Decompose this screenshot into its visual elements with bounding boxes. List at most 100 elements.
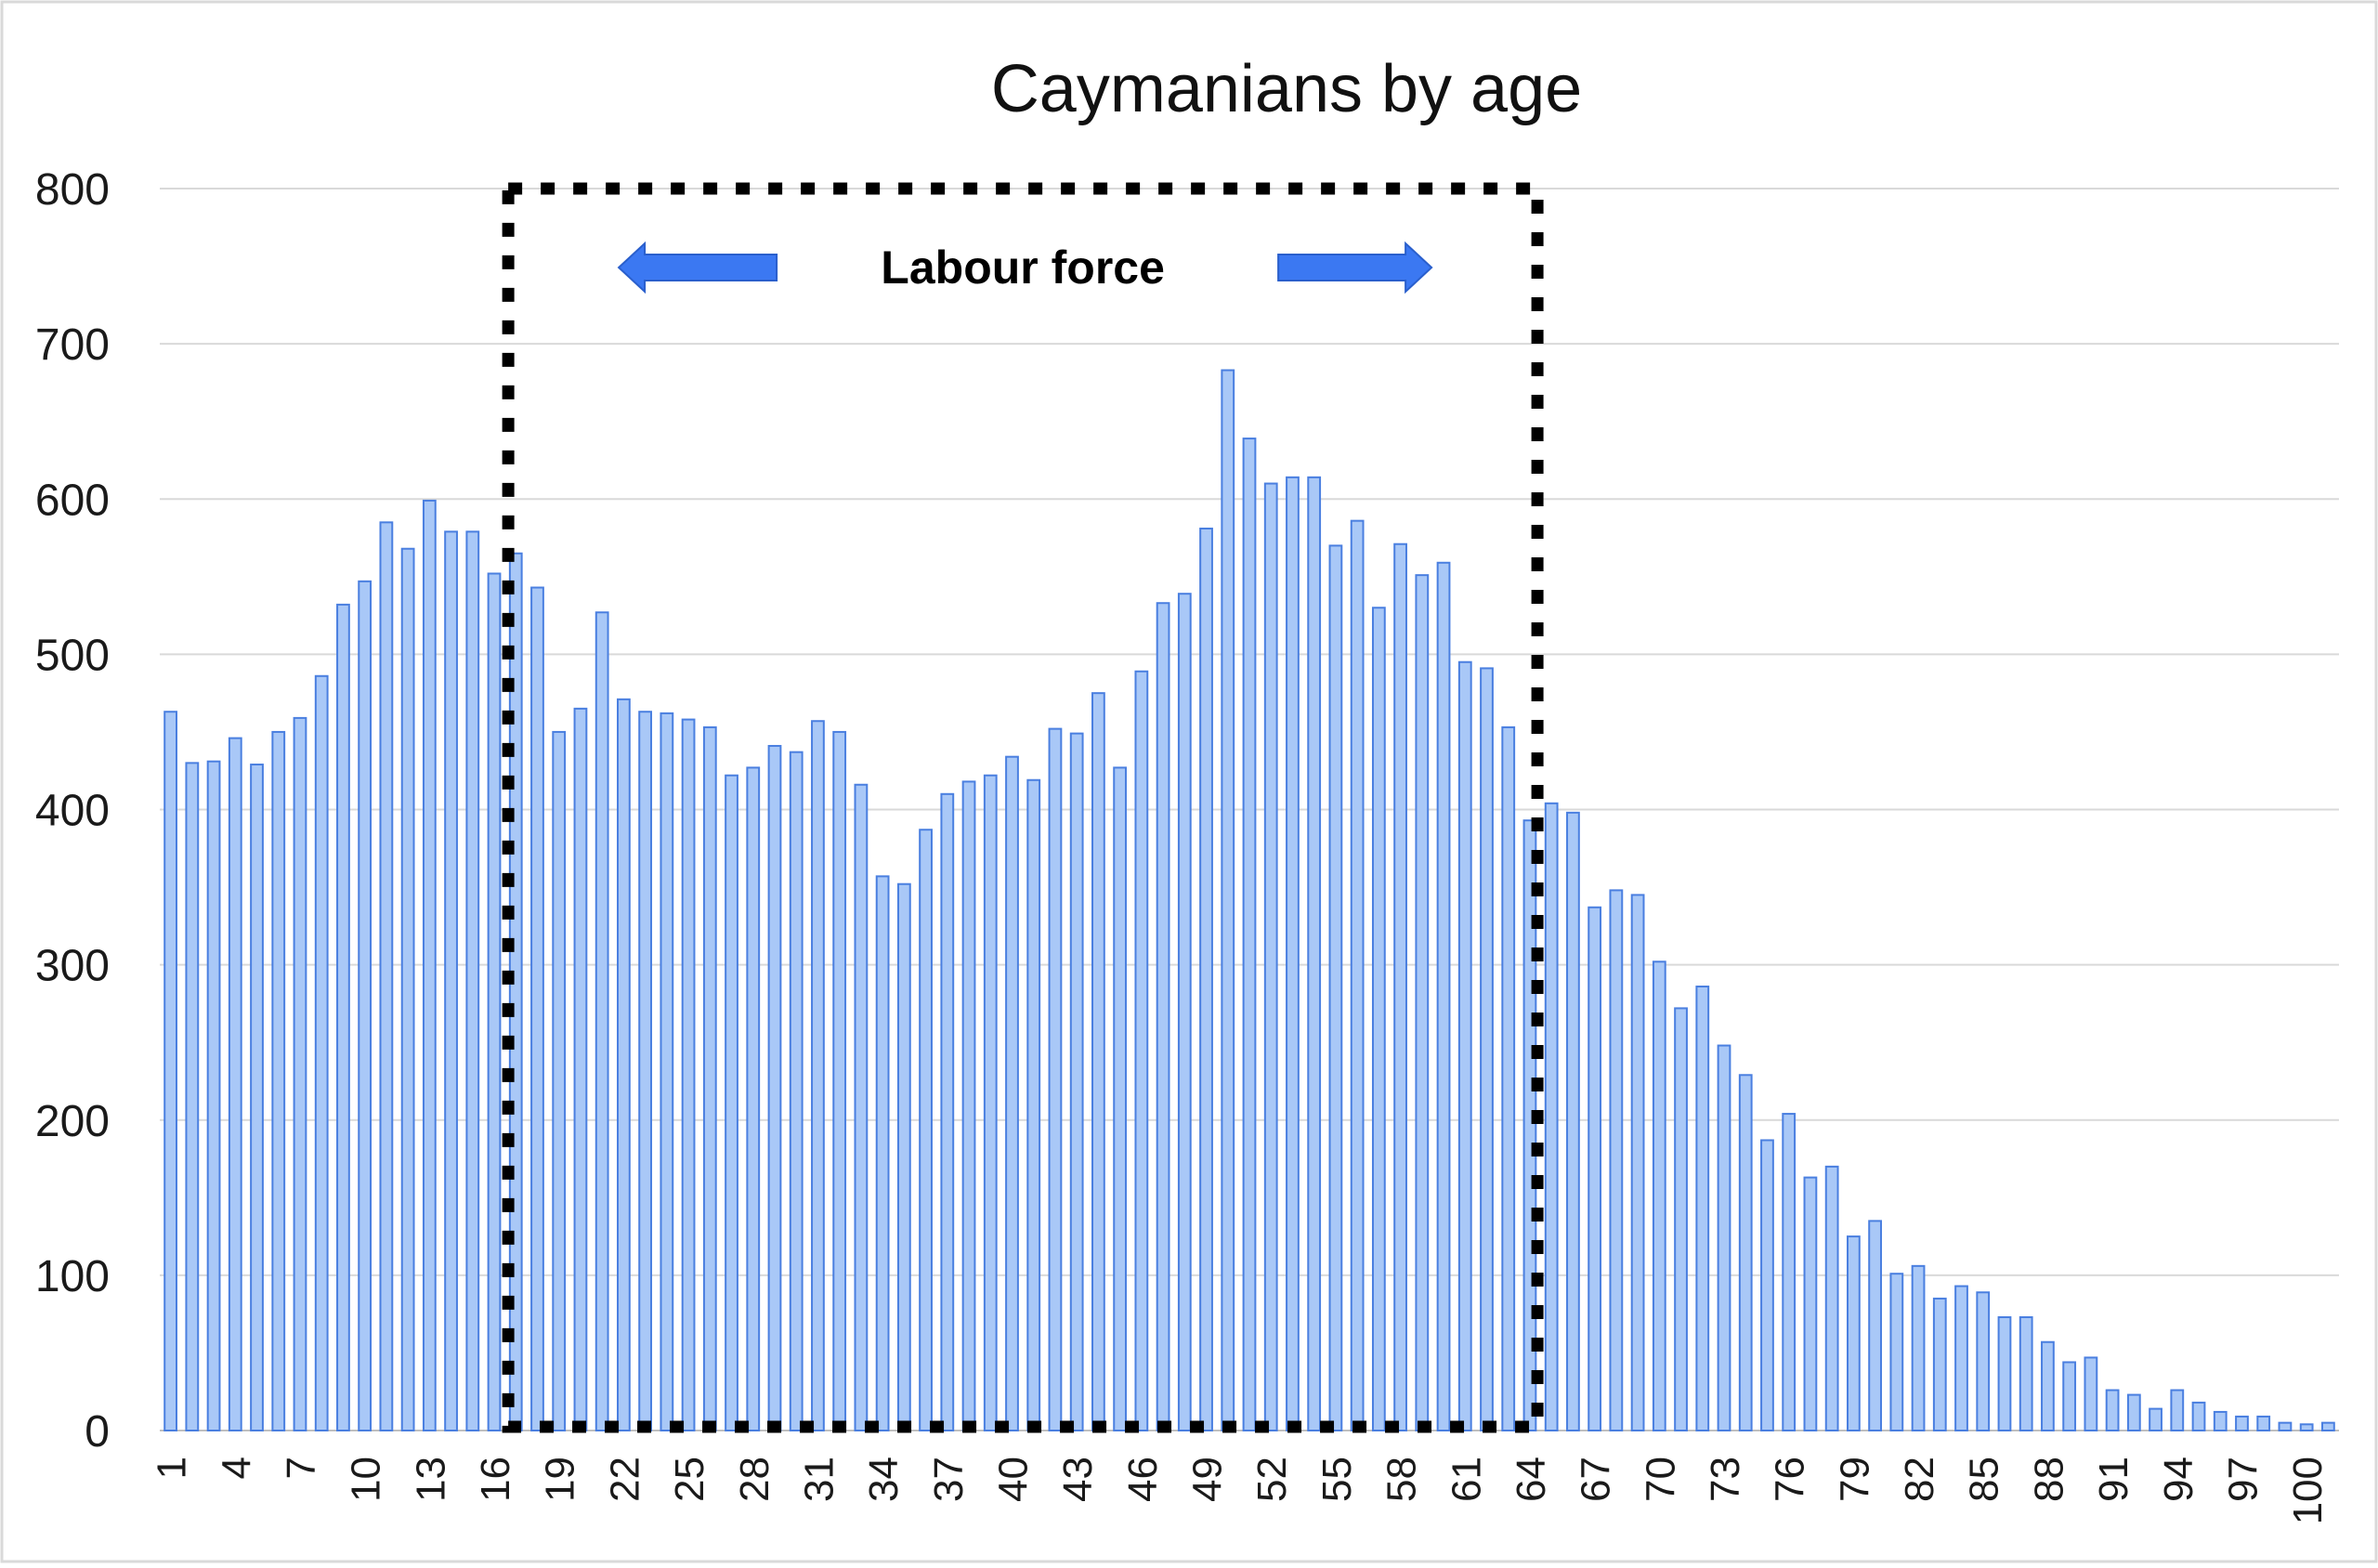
y-tick-label: 100 (35, 1252, 110, 1301)
left-arrow-icon (617, 241, 778, 294)
bar (1846, 1235, 1861, 1431)
x-tick-label: 67 (1574, 1457, 1619, 1502)
x-tick-label: 52 (1249, 1457, 1295, 1502)
x-tick-label: 55 (1314, 1457, 1360, 1502)
bar (1263, 482, 1278, 1431)
bar (1069, 732, 1084, 1431)
bar (594, 611, 609, 1431)
bar (1199, 528, 1213, 1431)
x-tick-label: 85 (1962, 1457, 2007, 1502)
bar (1242, 438, 1257, 1431)
bar (530, 586, 544, 1431)
bars (163, 369, 2335, 1432)
x-tick-label: 76 (1768, 1457, 1813, 1502)
bar (1286, 476, 1300, 1431)
x-tick-label: 79 (1832, 1457, 1877, 1502)
x-tick-label: 10 (344, 1457, 389, 1502)
x-tick-label: 34 (861, 1457, 907, 1502)
x-tick-label: 58 (1379, 1457, 1425, 1502)
bar (1221, 369, 1235, 1431)
annotation-layer: Labour force (502, 182, 1544, 1433)
x-tick-label: 91 (2091, 1457, 2136, 1502)
y-tick-label: 500 (35, 631, 110, 680)
right-arrow-icon (1277, 241, 1433, 294)
bar (660, 712, 674, 1431)
labour-force-label: Labour force (881, 242, 1165, 294)
x-tick-label: 73 (1703, 1457, 1748, 1502)
x-tick-label: 82 (1897, 1457, 1942, 1502)
bar (400, 547, 415, 1431)
x-axis: 1 4 7 10 13 16 19 22 25 28 31 34 37 40 43 46 49 52 55 58 61 6… (150, 1457, 2332, 1524)
bar (617, 698, 631, 1431)
bar (444, 530, 458, 1431)
y-tick-label: 400 (35, 787, 110, 836)
bar (1889, 1273, 1904, 1431)
bar (2041, 1340, 2055, 1432)
bar (919, 829, 933, 1431)
bar (854, 783, 869, 1431)
x-tick-label: 64 (1509, 1457, 1554, 1502)
bar (2278, 1421, 2293, 1432)
bar (1048, 727, 1063, 1431)
bar (422, 499, 437, 1431)
bar (1954, 1285, 1968, 1431)
bar (746, 766, 761, 1431)
bar (1911, 1264, 1926, 1432)
bar (1415, 574, 1430, 1431)
x-tick-label: 49 (1185, 1457, 1231, 1502)
x-tick-label: 88 (2026, 1457, 2071, 1502)
x-tick-label: 22 (602, 1457, 647, 1502)
bar (1609, 889, 1624, 1431)
bar (250, 764, 264, 1431)
x-tick-label: 1 (150, 1457, 195, 1479)
bar (465, 530, 480, 1431)
bar (552, 730, 567, 1431)
bar (1997, 1315, 2012, 1432)
y-tick-label: 600 (35, 476, 110, 525)
bar (2320, 1421, 2335, 1432)
x-tick-label: 7 (279, 1457, 324, 1479)
bar (2191, 1401, 2206, 1431)
x-tick-label: 16 (473, 1457, 518, 1502)
bar (271, 730, 286, 1431)
bar (1113, 766, 1128, 1431)
bar (1976, 1291, 1991, 1432)
x-tick-label: 4 (214, 1457, 259, 1479)
bar (1782, 1113, 1797, 1431)
bar (681, 718, 696, 1431)
bar (1134, 670, 1149, 1431)
x-tick-label: 97 (2220, 1457, 2266, 1502)
x-tick-label: 46 (1120, 1457, 1166, 1502)
y-axis: 0 100 200 300 400 500 600 700 800 (35, 165, 110, 1457)
bar (2256, 1415, 2271, 1431)
bar (2299, 1423, 2314, 1431)
y-tick-label: 300 (35, 942, 110, 991)
bar (789, 751, 804, 1431)
bar (358, 580, 372, 1431)
bar (2235, 1415, 2249, 1431)
bar (2126, 1393, 2141, 1432)
chart-title: Caymanians by age (991, 52, 1582, 126)
y-tick-label: 0 (85, 1407, 110, 1457)
bar (1005, 755, 1019, 1431)
bar (1436, 561, 1451, 1431)
bar (1091, 692, 1105, 1431)
bar (314, 674, 329, 1431)
bar (2213, 1410, 2228, 1431)
bar (1803, 1176, 1818, 1432)
bar (2149, 1407, 2162, 1432)
bar (1501, 725, 1516, 1431)
bar (940, 792, 955, 1431)
bar (1674, 1007, 1688, 1432)
x-tick-label: 43 (1055, 1457, 1101, 1502)
bar (293, 716, 307, 1431)
bar (725, 774, 738, 1431)
bar (983, 774, 998, 1431)
x-tick-label: 61 (1444, 1457, 1489, 1502)
bar (1695, 986, 1710, 1431)
x-tick-label: 13 (408, 1457, 453, 1502)
bar (2105, 1389, 2120, 1431)
bar (487, 572, 502, 1431)
